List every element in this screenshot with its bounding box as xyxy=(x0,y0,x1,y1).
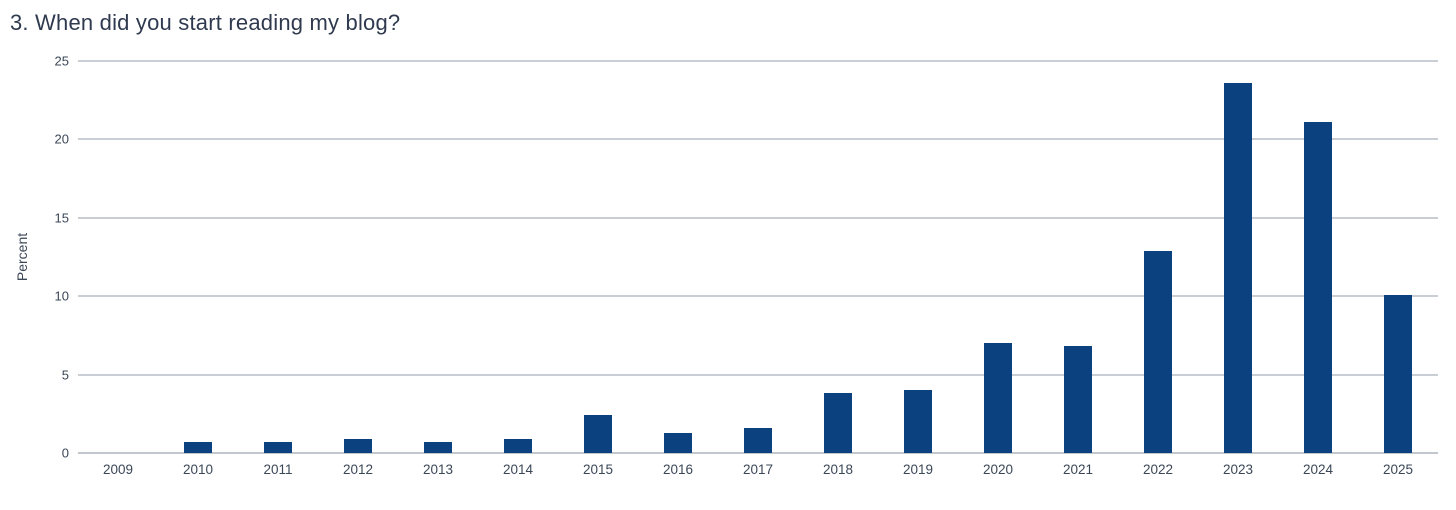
bar-2016 xyxy=(664,432,692,453)
gridline xyxy=(78,138,1438,141)
x-tick-label: 2010 xyxy=(182,462,214,477)
x-tick-label: 2018 xyxy=(822,462,854,477)
bar-2023 xyxy=(1224,82,1252,453)
bar-2018 xyxy=(824,393,852,453)
gridline xyxy=(78,216,1438,219)
bar-2019 xyxy=(904,390,932,453)
bar-2013 xyxy=(424,442,452,453)
x-tick-label: 2017 xyxy=(742,462,774,477)
y-axis-label: Percent xyxy=(14,232,30,282)
bar-2012 xyxy=(344,438,372,453)
bar-2021 xyxy=(1064,346,1092,453)
bar-2010 xyxy=(184,442,212,453)
y-tick-label: 0 xyxy=(61,445,69,461)
x-tick-label: 2013 xyxy=(422,462,454,477)
gridline xyxy=(78,373,1438,376)
bar-2020 xyxy=(984,343,1012,453)
y-tick-label: 25 xyxy=(54,53,69,69)
gridline xyxy=(78,60,1438,62)
y-tick-label: 10 xyxy=(54,288,69,304)
bar-2024 xyxy=(1304,122,1332,453)
x-tick-label: 2019 xyxy=(902,462,934,477)
bar-2011 xyxy=(264,442,292,453)
x-tick-label: 2024 xyxy=(1302,462,1334,477)
gridline xyxy=(78,295,1438,298)
x-tick-label: 2021 xyxy=(1062,462,1094,477)
bar-2015 xyxy=(584,415,612,453)
y-tick-label: 5 xyxy=(61,367,69,383)
bar-2025 xyxy=(1384,294,1412,453)
bar-2014 xyxy=(504,438,532,453)
x-tick-label: 2015 xyxy=(582,462,614,477)
x-tick-label: 2014 xyxy=(502,462,534,477)
x-tick-label: 2016 xyxy=(662,462,694,477)
gridline xyxy=(78,452,1438,454)
bar-2017 xyxy=(744,427,772,453)
y-tick-label: 20 xyxy=(54,131,69,147)
x-tick-label: 2009 xyxy=(102,462,134,477)
y-tick-label: 15 xyxy=(54,210,69,226)
x-tick-label: 2025 xyxy=(1382,462,1414,477)
plot-area: 0 5 10 15 20 25 2009 2010 2011 2012 2013 2014 2015 20… xyxy=(55,54,1438,477)
x-tick-label: 2012 xyxy=(342,462,374,477)
x-tick-label: 2022 xyxy=(1142,462,1174,477)
x-tick-label: 2020 xyxy=(982,462,1014,477)
bar-2022 xyxy=(1144,250,1172,453)
x-tick-label: 2011 xyxy=(263,462,293,477)
x-tick-label: 2023 xyxy=(1222,462,1254,477)
chart-title: 3. When did you start reading my blog? xyxy=(10,10,401,35)
